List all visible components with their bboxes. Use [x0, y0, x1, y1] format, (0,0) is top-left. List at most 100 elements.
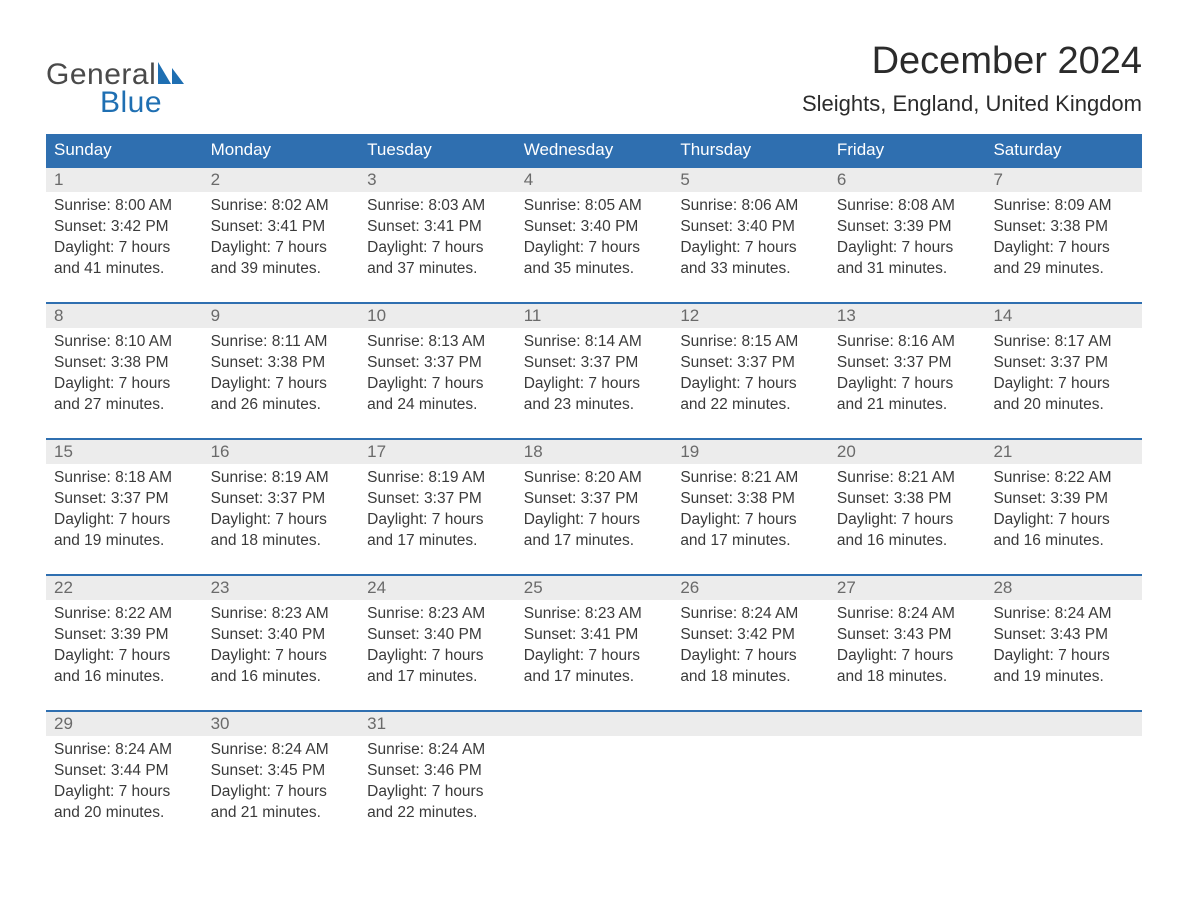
sunrise-text: Sunrise: 8:24 AM [54, 740, 195, 761]
day-cell: Sunrise: 8:23 AMSunset: 3:40 PMDaylight:… [359, 600, 516, 692]
daylight-line2: and 18 minutes. [211, 531, 352, 552]
daylight-line1: Daylight: 7 hours [837, 238, 978, 259]
day-cell [516, 736, 673, 828]
weekday-header: Friday [829, 134, 986, 166]
sunset-text: Sunset: 3:39 PM [54, 625, 195, 646]
day-number: 27 [829, 576, 986, 600]
sunrise-text: Sunrise: 8:24 AM [211, 740, 352, 761]
location-subtitle: Sleights, England, United Kingdom [802, 91, 1142, 117]
day-number: 19 [672, 440, 829, 464]
day-number-row: 22232425262728 [46, 576, 1142, 600]
day-cell: Sunrise: 8:15 AMSunset: 3:37 PMDaylight:… [672, 328, 829, 420]
calendar-week: 15161718192021Sunrise: 8:18 AMSunset: 3:… [46, 438, 1142, 574]
day-cell: Sunrise: 8:09 AMSunset: 3:38 PMDaylight:… [985, 192, 1142, 284]
sunrise-text: Sunrise: 8:11 AM [211, 332, 352, 353]
title-block: December 2024 Sleights, England, United … [802, 40, 1142, 117]
weekday-header-row: Sunday Monday Tuesday Wednesday Thursday… [46, 134, 1142, 166]
weekday-header: Tuesday [359, 134, 516, 166]
daylight-line2: and 39 minutes. [211, 259, 352, 280]
sunrise-text: Sunrise: 8:24 AM [367, 740, 508, 761]
day-cell: Sunrise: 8:16 AMSunset: 3:37 PMDaylight:… [829, 328, 986, 420]
daylight-line2: and 16 minutes. [993, 531, 1134, 552]
sunrise-text: Sunrise: 8:24 AM [680, 604, 821, 625]
day-cell [829, 736, 986, 828]
daylight-line2: and 21 minutes. [837, 395, 978, 416]
sunrise-text: Sunrise: 8:03 AM [367, 196, 508, 217]
day-cell [672, 736, 829, 828]
sunset-text: Sunset: 3:37 PM [993, 353, 1134, 374]
daylight-line1: Daylight: 7 hours [211, 782, 352, 803]
sunrise-text: Sunrise: 8:09 AM [993, 196, 1134, 217]
sunrise-text: Sunrise: 8:19 AM [211, 468, 352, 489]
day-number: 22 [46, 576, 203, 600]
sunset-text: Sunset: 3:38 PM [54, 353, 195, 374]
day-cell: Sunrise: 8:17 AMSunset: 3:37 PMDaylight:… [985, 328, 1142, 420]
daylight-line2: and 16 minutes. [211, 667, 352, 688]
day-cell: Sunrise: 8:02 AMSunset: 3:41 PMDaylight:… [203, 192, 360, 284]
daylight-line2: and 23 minutes. [524, 395, 665, 416]
page-header: General Blue December 2024 Sleights, Eng… [46, 40, 1142, 120]
daylight-line2: and 41 minutes. [54, 259, 195, 280]
sunrise-text: Sunrise: 8:24 AM [837, 604, 978, 625]
daylight-line1: Daylight: 7 hours [54, 646, 195, 667]
month-title: December 2024 [802, 40, 1142, 83]
sunrise-text: Sunrise: 8:08 AM [837, 196, 978, 217]
day-cell: Sunrise: 8:24 AMSunset: 3:43 PMDaylight:… [985, 600, 1142, 692]
day-cell: Sunrise: 8:21 AMSunset: 3:38 PMDaylight:… [672, 464, 829, 556]
day-number: 14 [985, 304, 1142, 328]
daylight-line2: and 22 minutes. [680, 395, 821, 416]
daylight-line1: Daylight: 7 hours [680, 510, 821, 531]
daylight-line2: and 17 minutes. [367, 667, 508, 688]
daylight-line2: and 29 minutes. [993, 259, 1134, 280]
daylight-line2: and 17 minutes. [680, 531, 821, 552]
calendar-week: 891011121314Sunrise: 8:10 AMSunset: 3:38… [46, 302, 1142, 438]
daylight-line1: Daylight: 7 hours [993, 646, 1134, 667]
sunrise-text: Sunrise: 8:15 AM [680, 332, 821, 353]
daylight-line1: Daylight: 7 hours [367, 646, 508, 667]
calendar: Sunday Monday Tuesday Wednesday Thursday… [46, 134, 1142, 846]
brand-logo: General Blue [46, 58, 184, 120]
day-number: 20 [829, 440, 986, 464]
day-number: 29 [46, 712, 203, 736]
weekday-header: Saturday [985, 134, 1142, 166]
day-cell: Sunrise: 8:19 AMSunset: 3:37 PMDaylight:… [359, 464, 516, 556]
daylight-line2: and 37 minutes. [367, 259, 508, 280]
day-number: 6 [829, 168, 986, 192]
day-number: 21 [985, 440, 1142, 464]
sunrise-text: Sunrise: 8:21 AM [837, 468, 978, 489]
sunset-text: Sunset: 3:44 PM [54, 761, 195, 782]
day-cell: Sunrise: 8:24 AMSunset: 3:42 PMDaylight:… [672, 600, 829, 692]
day-number: 17 [359, 440, 516, 464]
sail-icon [158, 62, 184, 89]
sunset-text: Sunset: 3:42 PM [680, 625, 821, 646]
daylight-line1: Daylight: 7 hours [837, 510, 978, 531]
daylight-line1: Daylight: 7 hours [993, 510, 1134, 531]
day-number-row: 15161718192021 [46, 440, 1142, 464]
daylight-line2: and 31 minutes. [837, 259, 978, 280]
sunset-text: Sunset: 3:43 PM [993, 625, 1134, 646]
sunset-text: Sunset: 3:41 PM [524, 625, 665, 646]
daylight-line2: and 16 minutes. [54, 667, 195, 688]
weekday-header: Sunday [46, 134, 203, 166]
sunset-text: Sunset: 3:41 PM [367, 217, 508, 238]
day-number: 26 [672, 576, 829, 600]
day-content-row: Sunrise: 8:10 AMSunset: 3:38 PM Daylight:… [46, 328, 1142, 438]
sunrise-text: Sunrise: 8:22 AM [993, 468, 1134, 489]
sunset-text: Sunset: 3:37 PM [524, 353, 665, 374]
sunset-text: Sunset: 3:39 PM [837, 217, 978, 238]
sunrise-text: Sunrise: 8:05 AM [524, 196, 665, 217]
daylight-line2: and 22 minutes. [367, 803, 508, 824]
sunrise-text: Sunrise: 8:10 AM [54, 332, 195, 353]
daylight-line2: and 17 minutes. [524, 667, 665, 688]
sunrise-text: Sunrise: 8:23 AM [367, 604, 508, 625]
daylight-line1: Daylight: 7 hours [680, 238, 821, 259]
daylight-line1: Daylight: 7 hours [524, 374, 665, 395]
daylight-line1: Daylight: 7 hours [524, 238, 665, 259]
sunset-text: Sunset: 3:37 PM [837, 353, 978, 374]
day-content-row: Sunrise: 8:24 AMSunset: 3:44 PMDaylight:… [46, 736, 1142, 846]
sunset-text: Sunset: 3:40 PM [211, 625, 352, 646]
daylight-line2: and 18 minutes. [837, 667, 978, 688]
daylight-line1: Daylight: 7 hours [367, 510, 508, 531]
sunset-text: Sunset: 3:37 PM [54, 489, 195, 510]
day-content-row: Sunrise: 8:22 AMSunset: 3:39 PMDaylight:… [46, 600, 1142, 710]
